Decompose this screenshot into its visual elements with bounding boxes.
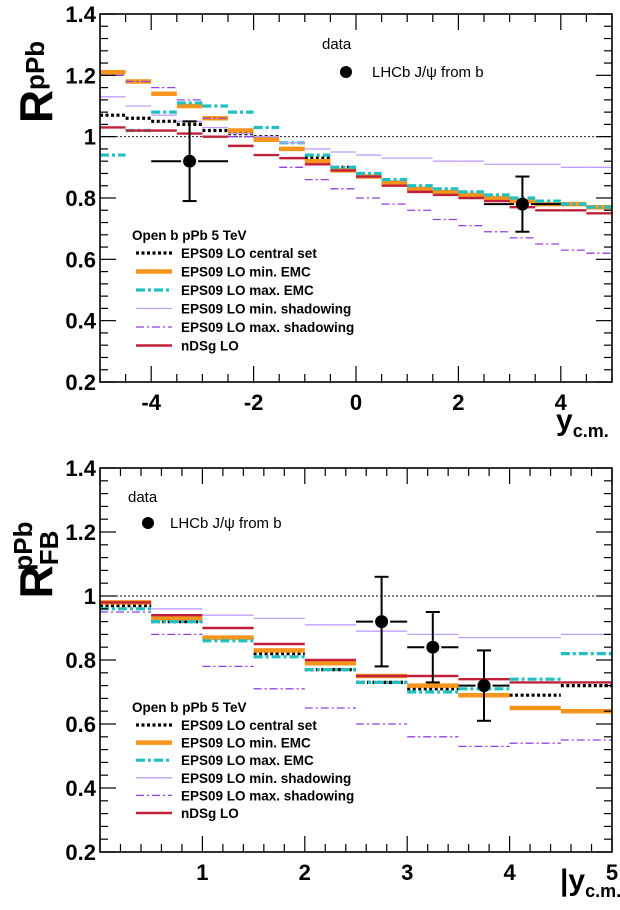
- y-axis-label: RpPb: [10, 41, 62, 123]
- chart-rfb: 0.20.40.60.811.21.412345RFBpPb|yc.m.|dat…: [8, 456, 620, 901]
- y-tick-label: 1.2: [65, 63, 96, 88]
- model-legend-title: Open b pPb 5 TeV: [132, 700, 247, 715]
- y-tick-label: 0.4: [65, 776, 96, 801]
- data-points: [151, 120, 561, 233]
- legend-label: EPS09 LO central set: [181, 246, 317, 261]
- y-label-sub: FB: [34, 531, 64, 566]
- x-label-main: y: [568, 864, 585, 897]
- series-1: [100, 600, 612, 714]
- data-marker: [375, 615, 389, 629]
- legend-label: EPS09 LO max. EMC: [181, 283, 314, 298]
- data-marker: [515, 197, 529, 211]
- legend-label: EPS09 LO min. EMC: [181, 265, 311, 280]
- data-point: [151, 120, 228, 203]
- x-tick-label: 4: [503, 860, 516, 885]
- x-tick-label: 1: [196, 860, 208, 885]
- x-tick-label: -2: [244, 390, 264, 415]
- x-axis-label: yc.m.: [556, 404, 609, 441]
- x-tick-label: -4: [141, 390, 161, 415]
- chart-rppb: 0.2 0.4 0.6 0.8 1 1.2 1.4 -4 -2 0 2 4 RpPb yc.m. data L…: [10, 2, 613, 441]
- legend-label: nDSg LO: [181, 806, 239, 821]
- y-tick-label: 1: [84, 125, 96, 150]
- data-marker: [477, 679, 491, 693]
- x-label-sub: c.m.: [585, 881, 620, 901]
- x-tick-label: 4: [555, 390, 568, 415]
- series-1: [100, 70, 612, 210]
- y-label-sup: pPb: [20, 41, 50, 90]
- x-label-sub: c.m.: [573, 421, 609, 441]
- data-legend-title: data: [128, 489, 158, 506]
- legend-label: EPS09 LO max. shadowing: [181, 788, 354, 803]
- y-tick-label: 0.8: [65, 648, 96, 673]
- y-tick-label: 0.2: [65, 840, 96, 865]
- model-curves: [100, 70, 612, 254]
- data-marker: [183, 154, 197, 168]
- legend-label: EPS09 LO central set: [181, 718, 317, 733]
- legend-label: EPS09 LO max. shadowing: [181, 320, 354, 335]
- data-legend-label: LHCb J/ψ from b: [170, 515, 282, 532]
- data-legend-marker: [340, 66, 352, 78]
- model-curves: [100, 600, 612, 748]
- x-tick-label: 3: [401, 860, 413, 885]
- y-tick-label: 0.4: [65, 309, 96, 334]
- y-tick-label: 1.4: [65, 456, 96, 481]
- data-points: [356, 575, 510, 722]
- data-point: [458, 649, 510, 722]
- y-axis-label: RFBpPb: [8, 521, 64, 598]
- y-label-sup: pPb: [8, 521, 38, 570]
- y-tick-label: 0.2: [65, 370, 96, 395]
- data-point: [407, 611, 459, 684]
- series-3: [100, 96, 612, 168]
- legend-label: EPS09 LO min. shadowing: [181, 302, 351, 317]
- data-legend-title: data: [322, 36, 352, 53]
- y-tick-label: 1: [84, 584, 96, 609]
- y-tick-label: 0.6: [65, 712, 96, 737]
- data-point: [356, 575, 408, 668]
- legend-label: EPS09 LO min. EMC: [181, 736, 311, 751]
- y-label-main: R: [10, 90, 62, 123]
- data-marker: [426, 640, 440, 654]
- series-2: [100, 607, 612, 694]
- y-tick-label: 1.2: [65, 520, 96, 545]
- data-legend-marker: [142, 517, 154, 529]
- data-legend-label: LHCb J/ψ from b: [372, 64, 484, 81]
- legend-label: nDSg LO: [181, 339, 239, 354]
- x-label-bar-left: |: [560, 864, 568, 897]
- x-tick-label: 2: [452, 390, 464, 415]
- legend-label: EPS09 LO min. shadowing: [181, 771, 351, 786]
- y-label-main: R: [10, 565, 62, 598]
- y-tick-label: 1.4: [65, 2, 96, 27]
- y-tick-label: 0.6: [65, 247, 96, 272]
- series-4: [100, 74, 612, 254]
- x-axis-label: |yc.m.|: [560, 864, 620, 901]
- x-tick-label: 0: [350, 390, 362, 415]
- x-label-main: y: [556, 404, 573, 437]
- data-point: [484, 175, 561, 233]
- y-tick-label: 0.8: [65, 186, 96, 211]
- x-tick-label: 2: [299, 860, 311, 885]
- series-5: [100, 126, 612, 215]
- model-legend-title: Open b pPb 5 TeV: [132, 228, 247, 243]
- x-tick-label: 5: [606, 860, 618, 885]
- legend-label: EPS09 LO max. EMC: [181, 753, 314, 768]
